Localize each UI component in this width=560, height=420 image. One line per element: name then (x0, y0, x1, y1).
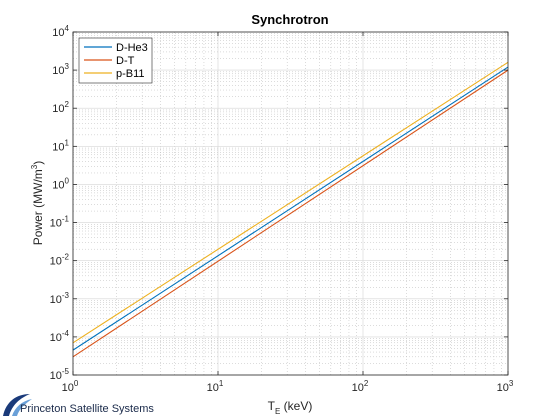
logo-swoosh-accent-icon (12, 399, 32, 416)
y-tick-exponent: 1 (65, 138, 70, 147)
y-tick-exponent: 0 (65, 176, 70, 185)
x-tick-base: 10 (352, 382, 364, 394)
series-layer (72, 61, 509, 358)
x-tick-base: 10 (497, 382, 509, 394)
series-line-d-t (72, 69, 509, 358)
y-tick-base: 10 (50, 294, 62, 306)
y-tick-base: 10 (52, 179, 64, 191)
x-tick-label: 102 (352, 379, 369, 394)
logo-swoosh-icon (3, 394, 30, 416)
y-tick-label: 104 (52, 24, 69, 39)
plot-frame (72, 31, 509, 376)
y-tick-exponent: 3 (65, 62, 70, 71)
x-tick-label: 100 (62, 379, 79, 394)
chart-title: Synchrotron (251, 12, 328, 27)
y-tick-label: 10-3 (50, 291, 70, 306)
y-tick-label: 10-2 (50, 253, 70, 268)
y-tick-label: 10-5 (50, 367, 70, 382)
y-tick-label: 101 (52, 138, 69, 153)
y-axis-label-base: Power (MW/m (31, 169, 45, 245)
x-tick-base: 10 (62, 382, 74, 394)
y-tick-base: 10 (50, 370, 62, 382)
y-tick-base: 10 (52, 65, 64, 77)
x-axis-label-rest: (keV) (280, 399, 312, 413)
x-axis-ticks: 100 101 102 103 (62, 32, 514, 394)
y-tick-exponent: -2 (62, 253, 70, 262)
y-tick-exponent: -4 (62, 329, 70, 338)
legend-label: p-B11 (116, 68, 145, 80)
company-name: Princeton Satellite Systems (20, 403, 154, 415)
series-line-p-b11 (72, 61, 509, 344)
x-axis-label-base: T (268, 399, 276, 413)
x-tick-label: 103 (497, 379, 514, 394)
y-tick-exponent: 4 (65, 24, 70, 33)
y-tick-base: 10 (50, 256, 62, 268)
y-tick-base: 10 (50, 218, 62, 230)
y-tick-base: 10 (50, 332, 62, 344)
x-tick-exponent: 0 (74, 379, 79, 388)
y-tick-label: 102 (52, 100, 69, 115)
y-tick-base: 10 (52, 27, 64, 39)
y-tick-exponent: -5 (62, 367, 70, 376)
y-axis-label-sup: 3 (30, 164, 39, 169)
y-tick-base: 10 (52, 103, 64, 115)
x-tick-exponent: 3 (509, 379, 514, 388)
y-axis-label: Power (MW/m3) (30, 161, 45, 245)
x-axis-label-sub: E (275, 407, 280, 416)
y-tick-base: 10 (52, 141, 64, 153)
legend-label: D-T (116, 55, 135, 67)
y-tick-exponent: 2 (65, 100, 70, 109)
y-axis-label-rest: ) (31, 161, 45, 165)
series-line-d-he3 (72, 66, 509, 351)
x-tick-base: 10 (207, 382, 219, 394)
x-tick-label: 101 (207, 379, 224, 394)
y-tick-label: 10-4 (50, 329, 70, 344)
legend-label: D-He3 (116, 42, 148, 54)
x-axis-label: TE (keV) (268, 399, 313, 416)
plot-area (73, 32, 508, 375)
x-tick-exponent: 2 (364, 379, 369, 388)
y-tick-label: 10-1 (50, 215, 70, 230)
x-tick-exponent: 1 (219, 379, 224, 388)
company-logo: Princeton Satellite Systems (3, 394, 154, 416)
y-tick-exponent: -1 (62, 215, 70, 224)
y-tick-label: 103 (52, 62, 69, 77)
y-tick-label: 100 (52, 176, 69, 191)
grid (72, 32, 508, 376)
y-tick-exponent: -3 (62, 291, 70, 300)
